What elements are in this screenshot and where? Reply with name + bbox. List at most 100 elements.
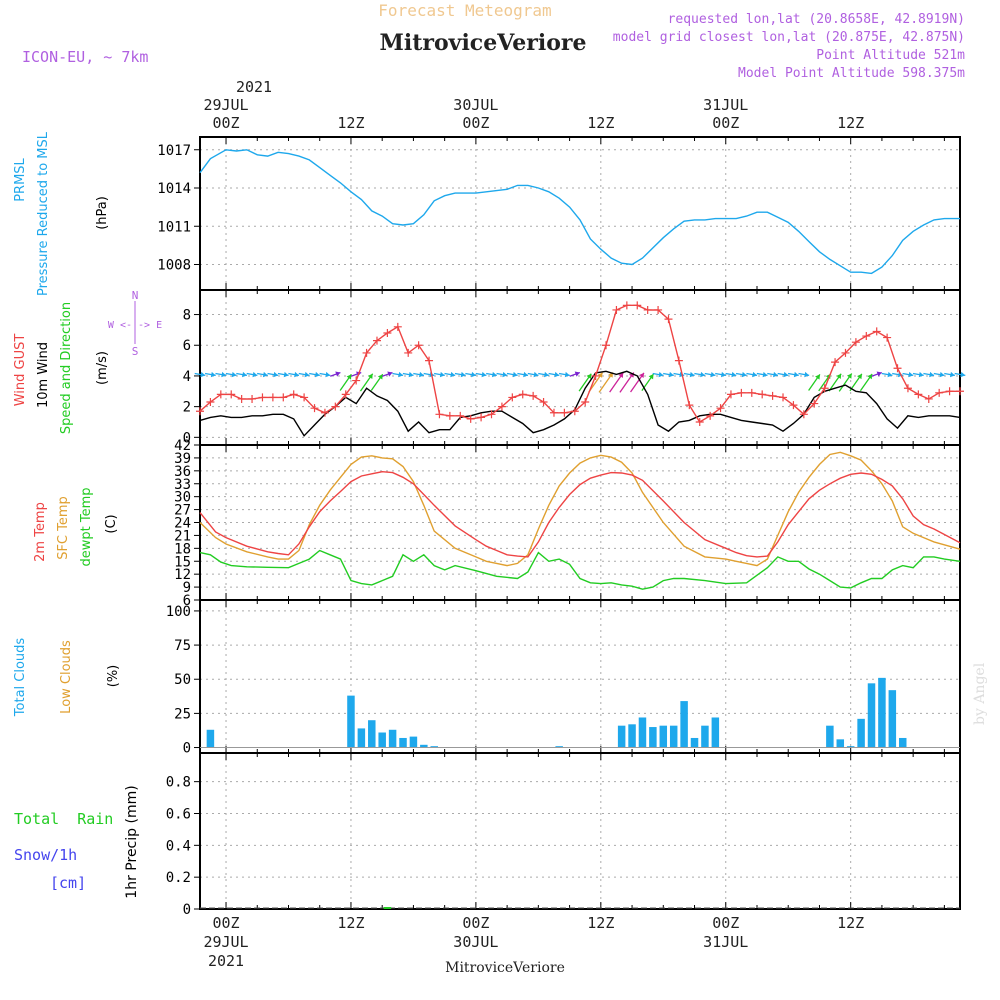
wind-arrow-head <box>460 371 466 378</box>
cloud-bar <box>555 746 563 748</box>
precip-panel: Total Rain Snow/1h [cm] 1hr Precip (mm) … <box>14 752 961 918</box>
y-tick-label: 30 <box>174 490 191 506</box>
y-tick-label: 1011 <box>157 219 191 235</box>
top-hour-label: 12Z <box>587 114 614 132</box>
gust-marker <box>372 336 381 345</box>
y-tick-label: 0.8 <box>166 775 191 791</box>
y-tick-label: 36 <box>174 464 191 480</box>
wind-arrow-head <box>398 371 404 378</box>
gust-marker <box>758 390 767 399</box>
gust-marker <box>383 328 392 337</box>
gust-marker <box>435 410 444 419</box>
gust-marker <box>956 387 964 396</box>
wind-arrow-head <box>262 371 268 378</box>
wind-arrow-head <box>793 371 799 378</box>
temp-label-b: SFC Temp <box>56 496 71 560</box>
wind-arrow-head <box>283 371 289 378</box>
y-tick-label: 27 <box>174 503 191 519</box>
gust-marker <box>341 390 350 399</box>
wind-arrow-head <box>439 371 445 378</box>
wind-arrow-head <box>471 371 477 378</box>
gust-marker <box>726 390 735 399</box>
compass-s: S <box>132 345 139 358</box>
wind-arrow-head <box>252 371 258 378</box>
gust-marker <box>508 393 517 402</box>
wind-arrow-head <box>502 371 508 378</box>
wind-arrow-head <box>783 371 789 378</box>
wind-arrow-head <box>929 371 935 378</box>
wind-panel: Wind GUST 10m Wind Speed and Direction (… <box>13 289 966 446</box>
temp-label-c: dewpt Temp <box>79 487 94 566</box>
location-title: MitroviceVeriore <box>380 30 587 56</box>
gust-marker <box>456 411 465 420</box>
wind-arrow-head <box>668 371 674 378</box>
precip-ylabel: 1hr Precip (mm) <box>124 785 140 898</box>
cloud-bar <box>430 746 438 748</box>
closest-coords: model grid closest lon,lat (20.875E, 42.… <box>613 30 965 45</box>
y-tick-label: 2 <box>183 400 191 416</box>
cloud-bar <box>878 677 886 748</box>
point-altitude: Point Altitude 521m <box>816 48 965 63</box>
pressure-panel: PRMSL Pressure Reduced to MSL (hPa) 1008… <box>13 131 961 296</box>
y-tick-label: 12 <box>174 567 191 583</box>
cloud-bar <box>711 717 720 748</box>
pressure-label-b: Pressure Reduced to MSL <box>36 131 51 296</box>
gust-marker <box>747 388 756 397</box>
bottom-time-label: 30JUL <box>453 933 498 951</box>
top-hour-label: 12Z <box>337 114 364 132</box>
cloud-bar <box>420 744 428 748</box>
cloud-bar <box>690 737 699 748</box>
gust-marker <box>227 390 236 399</box>
cloud-bar <box>659 725 668 748</box>
gust-marker <box>643 305 652 314</box>
gust-marker <box>685 401 694 410</box>
top-year: 2021 <box>236 78 272 96</box>
y-tick-label: 1008 <box>157 258 191 274</box>
gust-marker <box>352 376 361 385</box>
gust-marker <box>654 305 663 314</box>
gust-marker <box>789 401 798 410</box>
gust-marker <box>664 315 673 324</box>
gust-marker <box>716 404 725 413</box>
gust-marker <box>883 333 892 342</box>
model-altitude: Model Point Altitude 598.375m <box>738 66 965 81</box>
gust-marker <box>300 393 309 402</box>
wind-arrow-head <box>450 371 456 378</box>
cloud-bar <box>368 720 376 748</box>
y-tick-label: 1014 <box>157 181 191 197</box>
pressure-series-line <box>199 149 960 275</box>
gust-marker <box>414 341 423 350</box>
bottom-time-label: 00Z <box>212 914 239 932</box>
y-tick-label: 8 <box>183 308 191 324</box>
wind-arrow-head <box>857 373 862 380</box>
wind-arrow-head <box>867 374 873 380</box>
bottom-time-label: 12Z <box>587 914 614 932</box>
y-tick-label: 15 <box>174 554 191 570</box>
gust-marker <box>799 410 808 419</box>
wind-arrow-head <box>846 373 852 379</box>
top-hour-label: 00Z <box>462 114 489 132</box>
wind-arrow-head <box>200 371 206 378</box>
cloud-bar <box>857 718 865 748</box>
temp-unit: (C) <box>104 514 119 533</box>
wind-arrow-head <box>523 371 529 378</box>
precip-label-a: Total Rain <box>14 810 113 828</box>
gust-marker <box>497 402 506 411</box>
gust-marker <box>862 332 871 341</box>
wind-arrow-head <box>533 371 539 378</box>
wind-label-a: Wind GUST <box>13 334 28 407</box>
wind-arrow-head <box>543 371 549 378</box>
gust-marker <box>477 413 486 422</box>
wind-arrow-head <box>231 371 237 378</box>
product-title: Forecast Meteogram <box>378 1 551 20</box>
cloud-bar <box>378 732 386 748</box>
gust-marker <box>695 417 704 426</box>
gust-marker <box>893 364 902 373</box>
gust-marker <box>706 411 715 420</box>
gust-marker <box>810 399 819 408</box>
temperature-panel: 2m Temp SFC Temp dewpt Temp (C) 69121518… <box>33 438 961 609</box>
wind-arrow-head <box>710 371 716 378</box>
bottom-time-label: 00Z <box>462 914 489 932</box>
gust-marker <box>549 408 558 417</box>
